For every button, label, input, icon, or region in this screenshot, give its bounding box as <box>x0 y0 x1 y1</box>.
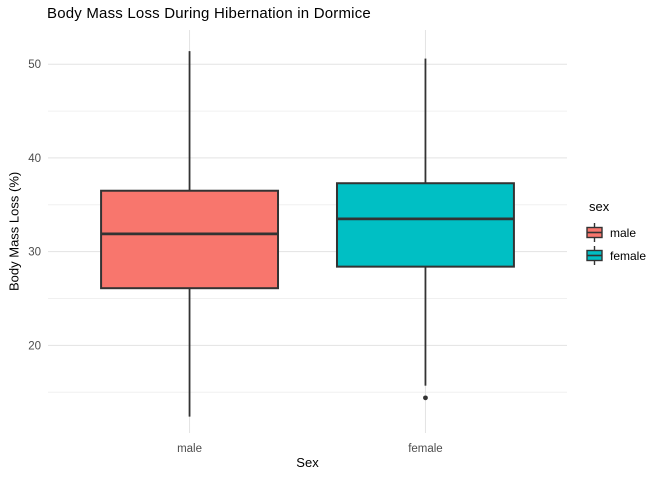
y-tick-label: 50 <box>28 59 41 71</box>
y-tick-label: 30 <box>28 247 41 259</box>
outlier-female <box>423 395 428 401</box>
legend: sex male female <box>585 199 672 267</box>
chart-title: Body Mass Loss During Hibernation in Dor… <box>47 5 371 22</box>
boxplot-key-male-icon <box>586 223 603 242</box>
y-tick-label: 20 <box>28 340 41 352</box>
legend-entry-male: male <box>585 221 672 244</box>
legend-label-female: female <box>610 248 647 263</box>
box-female <box>335 182 515 268</box>
legend-label-male: male <box>610 225 637 240</box>
legend-title: sex <box>589 199 610 214</box>
x-axis-title: Sex <box>296 455 319 470</box>
legend-entry-female: female <box>585 244 672 267</box>
x-tick-label-female: female <box>408 443 443 455</box>
y-tick-label: 40 <box>28 153 41 165</box>
x-tick-label-male: male <box>177 443 202 455</box>
box-male <box>100 189 280 290</box>
boxplot-key-female-icon <box>586 246 603 265</box>
